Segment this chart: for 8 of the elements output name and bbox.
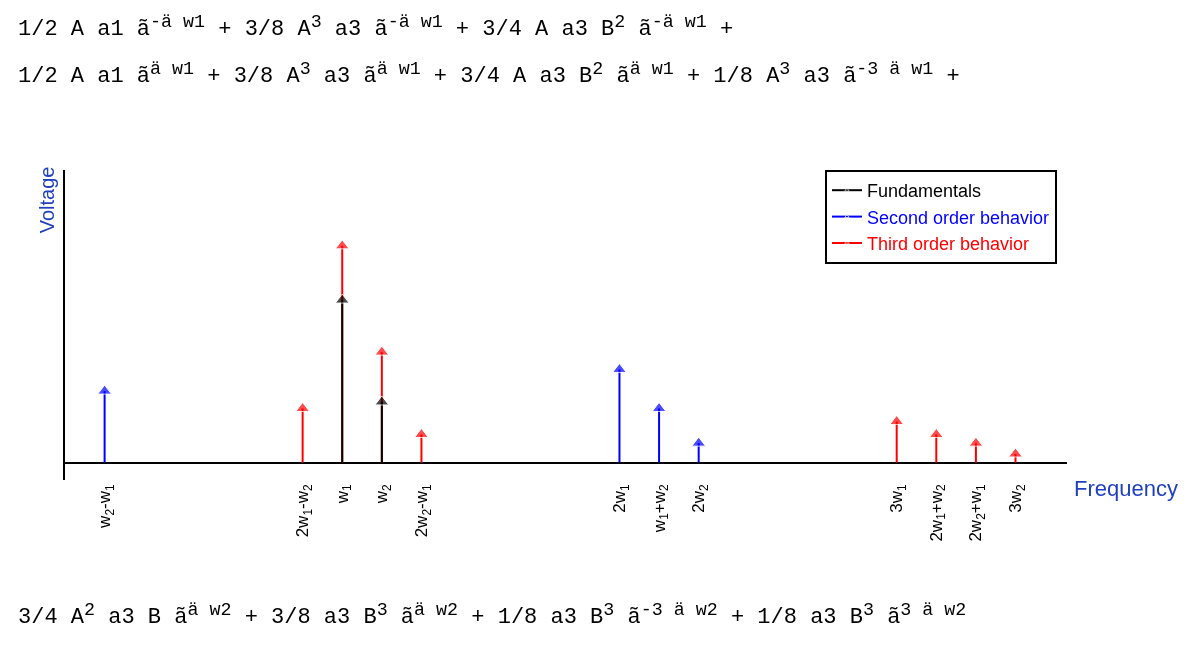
legend-label: Third order behavior	[866, 234, 1030, 255]
text: 3/4 A$^{2}$ a3 B ã$^{ä w2}$ + 3/8 a3 B$^{3}$ ã$^{ä w2}$ + 1/8 a3 B$^{3}$ ã$^{-3 ä w2}$ + 1/8 a3 B$^{3}$ ã$^{3 ä w2}$	[18, 600, 967, 631]
y-axis-title: Voltage	[35, 166, 58, 234]
text: 1/2 A a1 ã$^{-ä w1}$ + 3/8 A$^{3}$ a3 ã$^{-ä w1}$ + 3/4 A a3 B$^{2}$ ã$^{-ä w1}$ +	[18, 12, 734, 43]
legend-label: Second order behavior	[866, 207, 1050, 228]
text: 1/2 A a1 ã$^{ä w1}$ + 3/8 A$^{3}$ a3 ã$^{ä w1}$ + 3/4 A a3 B$^{2}$ ã$^{ä w1}$ + 1/8 A$^{3}$ a3 ã$^{-3 ä w1}$ +	[18, 59, 960, 90]
x-axis-title: Frequency	[1074, 476, 1178, 501]
legend-label: Fundamentals	[866, 181, 982, 202]
